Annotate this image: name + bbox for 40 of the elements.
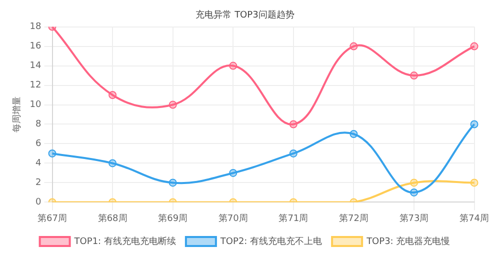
point	[168, 178, 177, 187]
legend-label: TOP1: 有线充电充电断续	[73, 236, 176, 247]
y-tick-label: 8	[36, 120, 42, 130]
point	[289, 149, 298, 158]
y-tick-label: 2	[36, 178, 42, 188]
y-tick-label: 12	[30, 80, 42, 91]
point	[410, 178, 418, 187]
point	[108, 159, 117, 168]
point	[229, 168, 238, 177]
x-tick-label: 第69周	[158, 212, 188, 224]
point	[470, 42, 478, 50]
x-tick-label: 第71周	[278, 212, 308, 224]
y-tick-label: 18	[30, 22, 42, 32]
point	[410, 188, 418, 196]
y-tick-label: 4	[36, 158, 42, 169]
point	[470, 178, 478, 187]
x-tick-label: 第72周	[338, 212, 368, 224]
x-tick-label: 第70周	[218, 212, 248, 224]
point	[229, 62, 238, 70]
point	[289, 120, 298, 128]
chart-title: 充电异常 TOP3问题趋势	[196, 10, 294, 21]
point	[410, 72, 418, 80]
x-tick-label: 第67周	[38, 212, 67, 224]
y-tick-label: 6	[36, 139, 42, 150]
y-tick-label: 14	[30, 61, 42, 72]
point	[48, 149, 56, 158]
point	[108, 91, 117, 100]
y-tick-label: 0	[36, 198, 42, 208]
y-axis-title: 每周增量	[12, 96, 23, 132]
legend-label: TOP2: 有线充电充不上电	[219, 236, 322, 247]
point	[350, 130, 358, 138]
x-tick-label: 第73周	[399, 212, 429, 224]
y-tick-label: 16	[30, 42, 42, 52]
point	[470, 120, 478, 128]
x-tick-label: 第68周	[98, 212, 128, 224]
legend-label: TOP3: 充电器充电慢	[366, 236, 450, 247]
point	[168, 100, 177, 109]
y-tick-label: 10	[30, 100, 42, 110]
point	[350, 42, 358, 50]
x-tick-label: 第74周	[460, 212, 489, 224]
